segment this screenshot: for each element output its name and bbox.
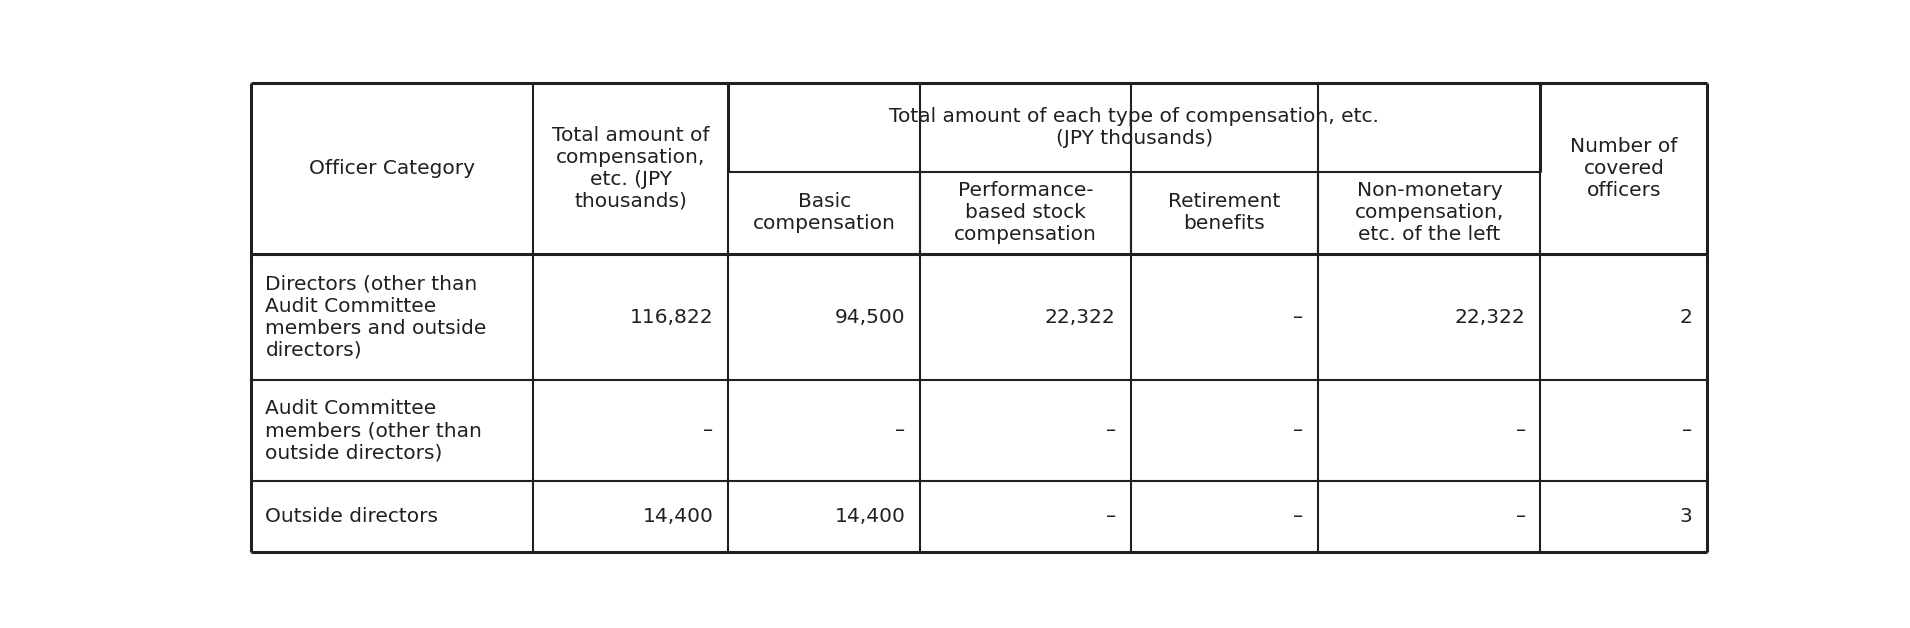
Text: 14,400: 14,400: [642, 507, 712, 526]
Text: 116,822: 116,822: [630, 308, 712, 327]
Text: Officer Category: Officer Category: [309, 159, 476, 178]
Text: Basic
compensation: Basic compensation: [753, 192, 896, 233]
Text: –: –: [1683, 421, 1692, 440]
Text: 3: 3: [1679, 507, 1692, 526]
Text: –: –: [1106, 421, 1115, 440]
Text: –: –: [703, 421, 712, 440]
Text: Outside directors: Outside directors: [265, 507, 439, 526]
Text: Retirement
benefits: Retirement benefits: [1169, 192, 1280, 233]
Text: 94,500: 94,500: [835, 308, 905, 327]
Text: Total amount of
compensation,
etc. (JPY
thousands): Total amount of compensation, etc. (JPY …: [552, 126, 709, 211]
Text: 14,400: 14,400: [835, 507, 905, 526]
Text: Audit Committee
members (other than
outside directors): Audit Committee members (other than outs…: [265, 399, 481, 462]
Text: –: –: [896, 421, 905, 440]
Text: 22,322: 22,322: [1455, 308, 1526, 327]
Text: –: –: [1293, 507, 1303, 526]
Text: 2: 2: [1679, 308, 1692, 327]
Text: Directors (other than
Audit Committee
members and outside
directors): Directors (other than Audit Committee me…: [265, 274, 487, 360]
Text: –: –: [1515, 421, 1526, 440]
Text: –: –: [1293, 421, 1303, 440]
Text: –: –: [1293, 308, 1303, 327]
Text: Total amount of each type of compensation, etc.
(JPY thousands): Total amount of each type of compensatio…: [890, 107, 1379, 148]
Text: –: –: [1106, 507, 1115, 526]
Text: 22,322: 22,322: [1045, 308, 1115, 327]
Text: Performance-
based stock
compensation: Performance- based stock compensation: [953, 181, 1096, 244]
Text: Number of
covered
officers: Number of covered officers: [1570, 137, 1677, 200]
Text: –: –: [1515, 507, 1526, 526]
Text: Non-monetary
compensation,
etc. of the left: Non-monetary compensation, etc. of the l…: [1354, 181, 1503, 244]
